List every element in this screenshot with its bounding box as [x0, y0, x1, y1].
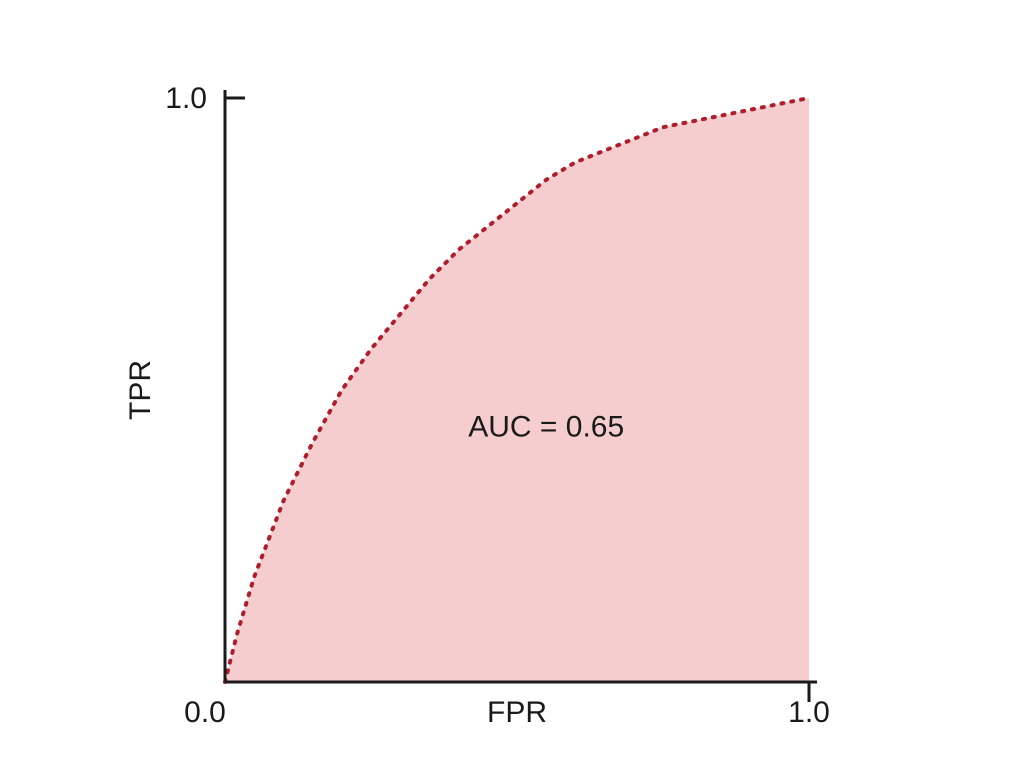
auc-fill	[225, 98, 809, 682]
y-tick-label-1: 1.0	[165, 82, 207, 115]
y-axis-label: TPR	[124, 360, 157, 420]
x-tick-label-1: 1.0	[788, 696, 830, 729]
auc-annotation: AUC = 0.65	[468, 411, 624, 444]
chart-container: 0.0 1.0 1.0 FPR TPR AUC = 0.65	[0, 0, 1024, 768]
x-tick-label-0: 0.0	[184, 696, 226, 729]
x-axis-label: FPR	[487, 696, 547, 729]
roc-chart-svg: 0.0 1.0 1.0 FPR TPR AUC = 0.65	[0, 0, 1024, 768]
